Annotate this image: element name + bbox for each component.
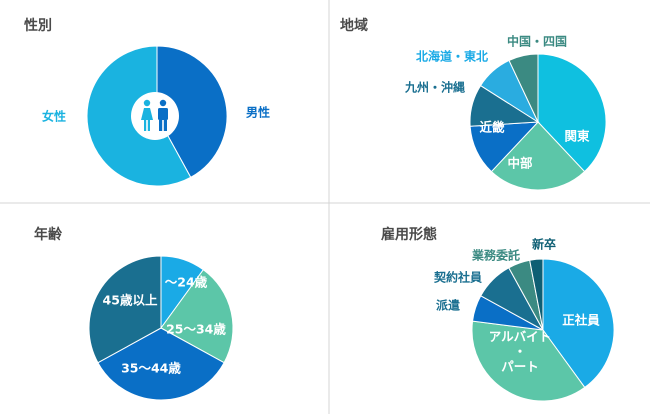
age-label-1: 25～34歳 [166, 322, 226, 337]
gender-label-0: 男性 [246, 105, 270, 120]
gender-pie: 男性 女性 [42, 45, 270, 187]
employment-slice-1 [471, 320, 586, 402]
region-slice-1 [490, 121, 586, 191]
employment-label-4: 業務委託 [471, 248, 520, 263]
age-label-2: 35～44歳 [121, 361, 181, 376]
employment-label-3: 契約社員 [433, 270, 482, 285]
age-slice-3 [88, 255, 162, 364]
employment-slice-5 [529, 258, 544, 331]
age-label-0: ～24歳 [165, 275, 208, 290]
region-label-4: 北海道・東北 [416, 49, 488, 64]
employment-label-2: 派遣 [436, 298, 460, 313]
age-slice-1 [160, 269, 234, 364]
region-label-2: 近畿 [479, 120, 505, 135]
age-chart-title: 年齢 [34, 226, 63, 243]
age-label-3: 45歳以上 [103, 293, 158, 308]
region-slice-5 [508, 53, 539, 123]
employment-slice-0 [542, 258, 615, 389]
region-label-3: 九州・沖縄 [404, 80, 465, 95]
age-pie: ～24歳 25～34歳 35～44歳 45歳以上 [88, 255, 234, 401]
region-label-5: 中国・四国 [507, 34, 567, 49]
employment-label-1: アルバイト・パート [489, 329, 551, 374]
employment-label-0: 正社員 [562, 313, 600, 328]
gender-slice-0 [156, 45, 228, 179]
gender-label-1: 女性 [42, 109, 66, 124]
employment-chart-title: 雇用形態 [381, 226, 437, 243]
employment-label-5: 新卒 [532, 237, 556, 252]
region-label-1: 中部 [507, 156, 533, 171]
region-label-0: 関東 [564, 129, 590, 144]
region-slice-0 [537, 53, 607, 173]
people-icon [131, 92, 179, 140]
region-chart-title: 地域 [340, 17, 368, 34]
age-slice-2 [97, 327, 225, 401]
gender-chart-title: 性別 [24, 17, 52, 34]
